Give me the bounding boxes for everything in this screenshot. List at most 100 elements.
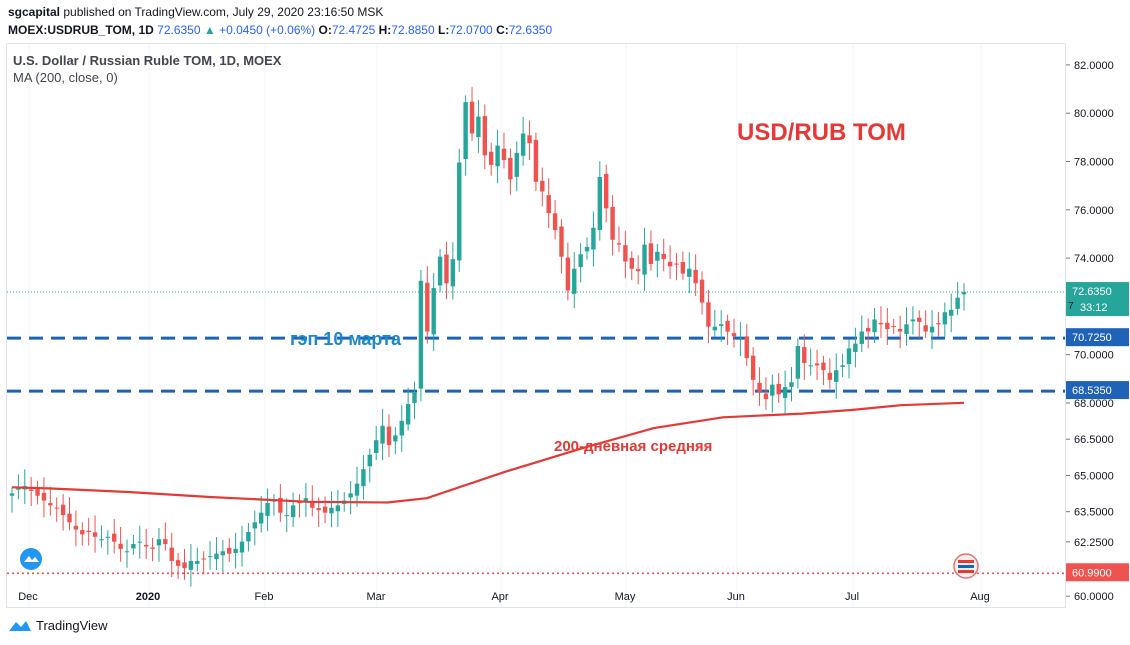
ma-annotation: 200-дневная средняя — [554, 438, 712, 455]
candle-body — [770, 384, 775, 396]
candle-body — [610, 206, 615, 240]
candle-body — [169, 547, 174, 561]
time-tick-label: Mar — [367, 591, 386, 603]
ohlc-line: MOEX:USDRUB_TOM, 1D 72.6350 ▲ +0.0450 (+… — [8, 21, 552, 39]
candle-body — [949, 309, 954, 316]
candle-body — [35, 489, 40, 496]
candle-body — [763, 393, 769, 400]
candle-body — [220, 551, 226, 556]
price-tick-label: 74.0000 — [1074, 253, 1114, 265]
candle-body — [99, 539, 104, 541]
candle-body — [48, 503, 53, 506]
time-tick-label: Apr — [491, 591, 508, 603]
time-tick-label: May — [615, 591, 636, 603]
candle-body — [533, 139, 539, 182]
candle-body — [527, 135, 532, 144]
candle-body — [201, 558, 206, 560]
candle-body — [667, 261, 673, 267]
candle-body — [955, 297, 960, 309]
candle-body — [450, 259, 456, 287]
price-tick-label: 60.0000 — [1074, 591, 1114, 603]
candle-body — [207, 556, 213, 558]
candle-body — [131, 544, 136, 549]
price-tick-label: 62.2500 — [1074, 537, 1114, 549]
candle-body — [642, 244, 647, 275]
candle-body — [252, 522, 257, 529]
candle-body — [92, 532, 98, 537]
candle-body — [661, 253, 666, 260]
candle-body — [808, 365, 813, 367]
flag-badge-icon — [953, 553, 979, 579]
candle-body — [706, 302, 711, 327]
candle-body — [354, 483, 360, 496]
candle-body — [629, 257, 634, 269]
candle-body — [840, 365, 845, 367]
candle-series — [9, 87, 967, 587]
last-price-value: 72.6350 — [157, 23, 201, 37]
candle-body — [373, 440, 379, 453]
candle-body — [105, 536, 111, 538]
price-axis-canvas[interactable]: 82.0000 80.0000 78.0000 76.0000 74.0000 70.00… — [1066, 43, 1130, 608]
price-tick-label: 70.0000 — [1074, 350, 1114, 362]
ma-legend[interactable]: MA (200, close, 0) — [13, 70, 118, 85]
candle-body — [9, 493, 15, 496]
candle-body — [310, 501, 315, 508]
candle-body — [150, 547, 155, 549]
candle-body — [942, 312, 948, 325]
candle-body — [910, 319, 916, 322]
candle-body — [227, 547, 232, 554]
candle-body — [303, 498, 309, 502]
candle-body — [316, 508, 321, 511]
chart-legend: U.S. Dollar / Russian Ruble TOM, 1D, MOE… — [13, 52, 281, 86]
high-label: H: — [378, 23, 392, 37]
chart-canvas[interactable]: USD/RUB TOM гэп 10 марта 200-дневная сре… — [7, 44, 1065, 607]
candle-body — [559, 226, 564, 257]
candle-body — [188, 560, 194, 570]
high-value: 72.8850 — [391, 23, 435, 37]
candle-body — [73, 525, 79, 530]
chart-pane[interactable]: USD/RUB TOM гэп 10 марта 200-дневная сре… — [6, 43, 1066, 608]
partial-tick-label: 7 — [1068, 301, 1074, 312]
candle-body — [789, 382, 794, 387]
level-price-badge — [1066, 563, 1129, 582]
chart-title: USD/RUB TOM — [737, 119, 906, 146]
candle-body — [258, 512, 264, 524]
level-price-label: 68.5350 — [1072, 385, 1112, 397]
candle-body — [648, 243, 654, 264]
candle-body — [712, 326, 718, 331]
candle-body — [508, 157, 513, 180]
candle-body — [572, 268, 577, 294]
price-tick-label: 76.0000 — [1074, 205, 1114, 217]
candle-body — [28, 489, 34, 491]
time-tick-label: Dec — [18, 591, 38, 603]
footer: TradingView — [8, 617, 108, 633]
candle-body — [137, 541, 142, 543]
publisher-name[interactable]: sgcapital — [8, 5, 61, 19]
candle-body — [214, 553, 219, 560]
candle-body — [917, 317, 922, 322]
footer-brand[interactable]: TradingView — [36, 617, 108, 633]
candle-body — [118, 543, 123, 549]
candle-body — [284, 515, 289, 517]
candle-body — [290, 505, 296, 518]
open-value: 72.4725 — [331, 23, 376, 37]
candle-body — [246, 531, 251, 542]
candle-body — [859, 331, 864, 344]
candle-body — [750, 355, 756, 380]
candle-body — [182, 562, 187, 569]
candle-body — [738, 338, 743, 340]
candle-body — [878, 322, 884, 325]
candle-body — [520, 133, 526, 156]
candle-body — [514, 152, 519, 177]
time-axis[interactable]: Dec 2020 Feb Mar Apr May Jun Jul Aug — [6, 584, 1066, 608]
candle-body — [437, 256, 443, 286]
candle-body — [405, 403, 411, 425]
level-price-label: 70.7250 — [1072, 332, 1112, 344]
close-label: C: — [496, 23, 509, 37]
time-tick-label: 2020 — [136, 591, 160, 603]
level-price-badge — [1066, 328, 1129, 347]
candle-body — [635, 269, 641, 272]
price-axis[interactable]: 82.0000 80.0000 78.0000 76.0000 74.0000 70.00… — [1066, 43, 1130, 608]
price-tick-label: 78.0000 — [1074, 156, 1114, 168]
time-axis-canvas[interactable]: Dec 2020 Feb Mar Apr May Jun Jul Aug — [6, 584, 1066, 608]
